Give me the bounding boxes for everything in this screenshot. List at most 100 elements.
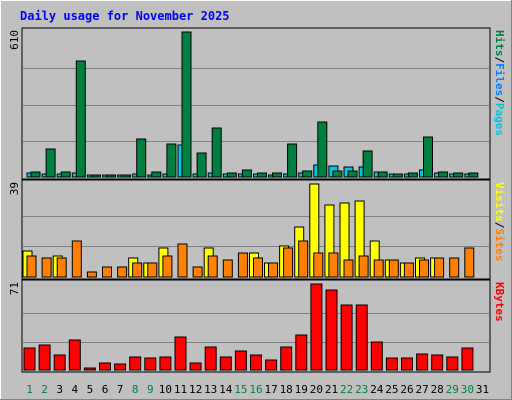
bar-hits-hits-day-7 [121,174,132,178]
bar-kbytes-kbytes-day-20 [310,283,323,371]
day-label-20: 20 [310,383,323,396]
bar-kbytes-kbytes-day-12 [189,362,202,371]
panel-visits-max-label: 39 [8,182,21,195]
bar-hits-hits-day-11 [181,31,192,178]
day-label-13: 13 [204,383,217,396]
day-label-24: 24 [370,383,384,396]
legend-visits: Visits [493,182,506,222]
bar-kbytes-kbytes-day-14 [219,356,232,371]
bar-hits-hits-day-12 [196,152,207,178]
panel-visits: 39 Visits/Sites [8,179,506,280]
bar-hits-hits-day-25 [392,173,403,178]
legend-separator: / [493,222,506,229]
bar-visits-sites-day-27 [419,259,429,278]
bar-hits-hits-day-2 [45,148,56,178]
day-label-21: 21 [325,383,338,396]
bar-visits-sites-day-20 [313,252,324,278]
day-label-17: 17 [264,383,277,396]
bar-hits-hits-day-16 [257,172,267,178]
bar-visits-sites-day-6 [102,266,112,278]
bar-visits-sites-day-7 [117,266,128,278]
bar-visits-sites-day-22 [343,259,354,278]
bar-kbytes-kbytes-day-11 [174,336,187,371]
bar-hits-hits-day-22 [347,170,358,178]
bar-hits-hits-day-5 [90,174,101,178]
panel-hits-max-label: 610 [8,30,21,50]
legend-sites: Sites [493,228,506,261]
bar-visits-sites-day-26 [403,262,414,278]
day-label-10: 10 [159,383,172,396]
panel-hits-legend: Hits/Files/Pages [493,30,506,136]
bar-hits-hits-day-24 [377,171,388,178]
bar-hits-hits-day-29 [453,172,464,178]
bar-kbytes-kbytes-day-1 [23,347,36,371]
bar-hits-hits-day-9 [151,171,162,178]
bar-hits-hits-day-21 [332,170,343,178]
legend-kbytes: KBytes [493,282,506,322]
legend-hits: Hits [493,30,506,57]
bar-visits-sites-day-1 [26,255,37,278]
bar-visits-sites-day-24 [373,259,384,278]
bar-kbytes-kbytes-day-13 [204,346,217,371]
day-label-6: 6 [102,383,109,396]
day-label-26: 26 [400,383,413,396]
panel-visits-legend: Visits/Sites [493,182,506,262]
bar-hits-hits-day-1 [30,171,41,178]
panel-kbytes-legend: KBytes [493,282,506,322]
bar-kbytes-kbytes-day-9 [144,357,157,371]
bar-kbytes-kbytes-day-28 [431,354,444,371]
bar-visits-sites-day-19 [298,240,309,278]
bar-visits-sites-day-23 [358,255,369,278]
bar-kbytes-kbytes-day-27 [416,353,429,371]
bar-visits-sites-day-11 [177,243,188,278]
day-label-11: 11 [174,383,187,396]
day-label-19: 19 [295,383,308,396]
bar-hits-hits-day-3 [60,171,71,178]
bar-kbytes-kbytes-day-25 [385,357,398,371]
bar-visits-sites-day-18 [283,247,294,278]
bar-visits-sites-day-30 [464,247,475,278]
bar-hits-hits-day-14 [226,172,237,178]
bar-visits-sites-day-14 [222,259,233,278]
day-label-7: 7 [117,383,124,396]
bar-hits-hits-day-8 [136,138,147,178]
bar-kbytes-kbytes-day-22 [340,304,353,371]
day-label-18: 18 [280,383,293,396]
day-label-25: 25 [385,383,398,396]
day-label-1: 1 [26,383,33,396]
day-label-9: 9 [147,383,154,396]
bar-kbytes-kbytes-day-2 [38,344,51,371]
bar-hits-hits-day-28 [438,171,449,178]
bar-kbytes-kbytes-day-10 [159,356,172,371]
legend-separator: / [493,96,506,103]
bar-hits-hits-day-19 [302,170,313,178]
bar-visits-sites-day-13 [207,255,218,278]
legend-files: Files [493,63,506,96]
day-label-2: 2 [41,383,48,396]
day-label-23: 23 [355,383,368,396]
bar-kbytes-kbytes-day-21 [325,289,338,371]
bar-visits-sites-day-17 [268,262,278,278]
panel-kbytes: 71 KBytes [8,279,506,373]
bar-visits-sites-day-16 [253,257,263,278]
bar-kbytes-kbytes-day-4 [68,339,81,371]
day-label-22: 22 [340,383,353,396]
bar-kbytes-kbytes-day-24 [370,341,383,371]
bar-visits-sites-day-4 [71,240,82,278]
day-label-4: 4 [71,383,78,396]
panel-hits: 610 Hits/Files/Pages [8,27,506,180]
bar-hits-hits-day-6 [106,174,116,178]
bar-visits-sites-day-12 [192,266,203,278]
bar-hits-hits-day-26 [407,172,418,178]
bar-kbytes-kbytes-day-5 [83,367,96,371]
bar-hits-hits-day-17 [272,172,282,178]
day-label-3: 3 [56,383,63,396]
bar-hits-hits-day-18 [287,143,298,178]
bar-visits-sites-day-29 [449,257,460,278]
day-label-8: 8 [132,383,139,396]
bar-kbytes-kbytes-day-8 [129,356,142,371]
day-label-29: 29 [446,383,459,396]
day-label-15: 15 [234,383,247,396]
